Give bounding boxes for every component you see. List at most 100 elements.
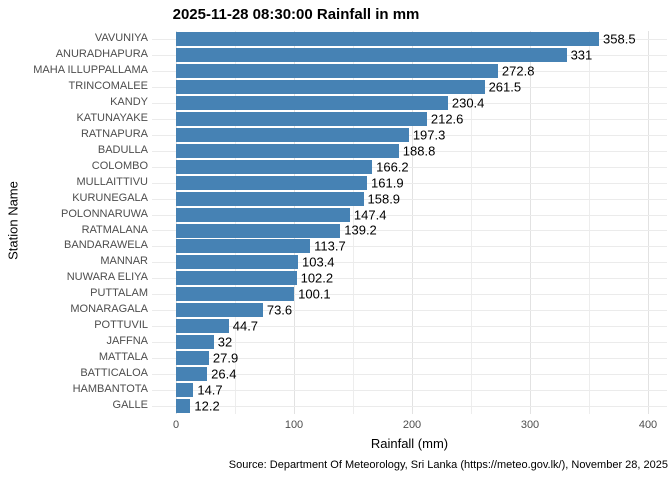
bar-row: 230.4: [152, 95, 667, 111]
bar-row: 102.2: [152, 270, 667, 286]
rainfall-bar: [176, 335, 214, 350]
rainfall-bar: [176, 32, 600, 46]
rainfall-bar: [176, 127, 409, 142]
rainfall-bar: [176, 239, 311, 254]
bar-value-label: 139.2: [344, 222, 377, 238]
rainfall-bar: [176, 47, 567, 62]
bar-row: 113.7: [152, 238, 667, 254]
bar-value-label: 358.5: [603, 31, 636, 47]
major-gridline: [530, 31, 531, 414]
bar-value-label: 113.7: [314, 238, 346, 254]
chart-title: 2025-11-28 08:30:00 Rainfall in mm: [172, 6, 420, 23]
horizontal-gridline: [152, 390, 667, 392]
bar-row: 161.9: [152, 175, 667, 191]
rainfall-bar: [176, 159, 373, 174]
rainfall-bar: [176, 383, 194, 398]
bar-row: 12.2: [152, 398, 667, 414]
y-tick-label: MANNAR: [100, 255, 148, 268]
bar-value-label: 197.3: [412, 127, 446, 143]
bar-value-label: 188.8: [402, 143, 436, 159]
horizontal-gridline: [152, 326, 667, 328]
y-tick-label: PUTTALAM: [90, 287, 148, 300]
y-tick-label: MATTALA: [98, 351, 148, 364]
y-tick-label: RATNAPURA: [80, 127, 148, 140]
y-tick-label: KANDY: [110, 95, 148, 108]
rainfall-bar: [176, 255, 298, 270]
bar-value-label: 32: [217, 334, 233, 350]
bar-value-label: 73.6: [266, 302, 293, 318]
bar-value-label: 272.8: [501, 63, 535, 79]
y-tick-label: BATTICALOA: [80, 367, 148, 380]
horizontal-gridline: [152, 198, 667, 200]
minor-gridline: [471, 31, 472, 414]
major-gridline: [176, 31, 177, 414]
horizontal-gridline: [152, 294, 667, 296]
rainfall-bar: [176, 287, 295, 302]
rainfall-bar: [176, 111, 427, 126]
bar-row: 100.1: [152, 286, 667, 302]
bar-row: 197.3: [152, 127, 667, 143]
bar-row: 103.4: [152, 254, 667, 270]
bar-row: 14.7: [152, 382, 667, 398]
bar-value-label: 158.9: [367, 191, 401, 207]
rainfall-bar: [176, 95, 448, 110]
bar-row: 272.8: [152, 63, 667, 79]
rainfall-bar: [176, 143, 399, 158]
y-axis-labels: VAVUNIYA ANURADHAPURA MAHA ILLUPPALLAMA TRI…: [0, 31, 148, 414]
plot-panel: 358.5 331 272.8 261.5 230.4 212.6 197.3 188.8 16…: [152, 31, 667, 414]
horizontal-gridline: [152, 214, 667, 216]
bar-row: 158.9: [152, 191, 667, 207]
rainfall-bar: [176, 367, 208, 382]
bar-value-label: 103.4: [302, 254, 335, 270]
x-tick-label: 300: [520, 419, 540, 431]
rainfall-bar: [176, 303, 263, 318]
major-gridline: [412, 31, 413, 414]
major-gridline: [294, 31, 295, 414]
rainfall-bar: [176, 191, 364, 206]
y-tick-label: POLONNARUWA: [61, 207, 148, 220]
y-tick-label: KATUNAYAKE: [76, 111, 148, 124]
horizontal-gridline: [152, 262, 667, 264]
x-tick-label: 100: [284, 419, 304, 431]
rainfall-bar: [176, 351, 209, 366]
y-tick-label: BANDARAWELA: [64, 239, 148, 252]
y-tick-label: GALLE: [112, 399, 148, 412]
y-tick-label: POTTUVIL: [94, 319, 148, 332]
bar-row: 32: [152, 334, 667, 350]
bar-row: 166.2: [152, 159, 667, 175]
horizontal-gridline: [152, 246, 667, 248]
bar-row: 147.4: [152, 207, 667, 223]
bar-row: 27.9: [152, 350, 667, 366]
bar-value-label: 102.2: [300, 270, 334, 286]
bar-value-label: 14.7: [197, 382, 223, 398]
minor-gridline: [353, 31, 354, 414]
bar-value-label: 147.4: [353, 207, 387, 222]
rainfall-bar: [176, 319, 229, 334]
bar-row: 26.4: [152, 366, 667, 382]
horizontal-gridline: [152, 374, 667, 376]
rainfall-bar: [176, 79, 485, 94]
rainfall-bar: [176, 271, 297, 286]
horizontal-gridline: [152, 230, 667, 232]
rainfall-bar: [176, 175, 368, 190]
horizontal-gridline: [152, 150, 667, 152]
minor-gridline: [589, 31, 590, 414]
horizontal-gridline: [152, 406, 667, 407]
x-tick-label: 0: [172, 419, 180, 431]
y-tick-label: ANURADHAPURA: [55, 47, 148, 60]
y-tick-label: TRINCOMALEE: [68, 79, 148, 92]
y-tick-label: COLOMBO: [91, 159, 148, 172]
bar-value-label: 212.6: [430, 111, 464, 127]
rainfall-bar: [176, 63, 498, 78]
bar-value-label: 44.7: [232, 318, 259, 334]
bar-row: 188.8: [152, 143, 667, 159]
horizontal-gridline: [152, 166, 667, 168]
x-axis-title: Rainfall (mm): [370, 436, 449, 451]
bar-row: 73.6: [152, 302, 667, 318]
horizontal-gridline: [152, 342, 667, 344]
rainfall-bar: [176, 207, 350, 222]
bar-value-label: 166.2: [376, 159, 409, 175]
y-tick-label: RATMALANA: [81, 223, 148, 236]
horizontal-gridline: [152, 134, 667, 136]
